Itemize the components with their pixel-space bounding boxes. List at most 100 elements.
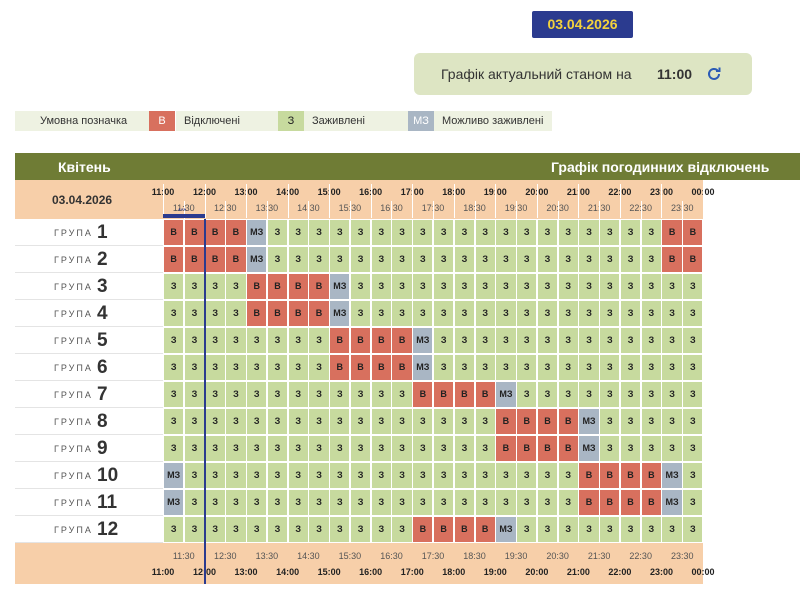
schedule-cell: З: [682, 516, 704, 543]
schedule-cell: В: [433, 381, 455, 408]
schedule-cell: З: [349, 381, 372, 408]
schedule-cell: З: [682, 327, 704, 354]
schedule-cell: З: [391, 462, 413, 489]
hour-label: 11:00: [151, 567, 175, 577]
schedule-cell: В: [619, 489, 642, 516]
schedule-cell: В: [578, 462, 600, 489]
legend-code: З: [278, 111, 304, 131]
schedule-cell: З: [183, 273, 206, 300]
schedule-cell: З: [287, 489, 309, 516]
refresh-icon[interactable]: [706, 66, 722, 82]
schedule-cell: З: [266, 246, 289, 273]
schedule-cell: З: [308, 246, 330, 273]
half-hour-label: 13:30: [255, 551, 279, 561]
schedule-cell: З: [453, 300, 476, 327]
schedule-cell: З: [495, 219, 517, 246]
schedule-cell: З: [474, 219, 496, 246]
schedule-cell: З: [453, 327, 476, 354]
schedule-cell: З: [557, 489, 579, 516]
schedule-cell: З: [453, 435, 476, 462]
header-divider: [287, 184, 289, 218]
schedule-cell: З: [183, 408, 206, 435]
time-header: [15, 180, 703, 219]
schedule-cell: З: [370, 408, 392, 435]
schedule-cell: З: [225, 327, 247, 354]
schedule-cell: З: [370, 516, 392, 543]
schedule-cell: З: [578, 273, 600, 300]
schedule-cell: З: [433, 246, 455, 273]
schedule-cell: З: [640, 273, 662, 300]
schedule-cell: З: [308, 327, 330, 354]
schedule-cell: В: [183, 219, 206, 246]
schedule-cell: З: [287, 246, 309, 273]
header-divider: [308, 201, 310, 219]
schedule-cell: З: [287, 219, 309, 246]
schedule-cell: З: [308, 516, 330, 543]
schedule-cell: З: [516, 489, 538, 516]
schedule-cell: В: [433, 516, 455, 543]
schedule-cell: З: [246, 381, 268, 408]
table-header-bar: Квітень Графік погодинних відключень: [15, 153, 800, 180]
current-time-line: [163, 214, 205, 218]
schedule-cell: З: [516, 273, 538, 300]
schedule-cell: З: [557, 462, 579, 489]
schedule-cell: З: [225, 381, 247, 408]
half-hour-label: 23:30: [670, 551, 694, 561]
half-hour-label: 16:30: [380, 551, 403, 561]
schedule-cell: З: [661, 273, 683, 300]
schedule-cell: В: [495, 408, 517, 435]
schedule-cell: В: [661, 246, 683, 273]
header-divider: [370, 184, 372, 218]
group-label: ГРУПА: [54, 417, 93, 427]
schedule-cell: З: [183, 381, 206, 408]
schedule-cell: МЗ: [163, 489, 185, 516]
hour-label: 21:00: [566, 567, 590, 577]
schedule-cell: З: [640, 435, 662, 462]
schedule-cell: З: [557, 381, 579, 408]
schedule-cell: З: [640, 300, 662, 327]
schedule-cell: З: [412, 462, 434, 489]
group-label: ГРУПА: [54, 228, 93, 238]
legend-label: Можливо заживлені: [434, 111, 552, 131]
schedule-cell: МЗ: [246, 246, 268, 273]
schedule-cell: З: [557, 300, 579, 327]
schedule-cell: З: [370, 219, 392, 246]
schedule-cell: З: [287, 408, 309, 435]
schedule-cell: З: [287, 327, 309, 354]
schedule-cell: В: [163, 246, 185, 273]
schedule-cell: З: [557, 219, 579, 246]
schedule-cell: З: [287, 381, 309, 408]
schedule-cell: В: [578, 489, 600, 516]
row-label-cell: [15, 300, 163, 327]
schedule-cell: З: [516, 381, 538, 408]
half-hour-label: 11:30: [172, 551, 195, 561]
row-label-cell: [15, 327, 163, 354]
schedule-cell: З: [474, 408, 496, 435]
schedule-cell: З: [536, 327, 559, 354]
schedule-cell: З: [619, 435, 642, 462]
schedule-cell: З: [391, 435, 413, 462]
schedule-cell: З: [287, 435, 309, 462]
header-divider: [557, 201, 559, 219]
schedule-cell: З: [204, 327, 226, 354]
row-label-cell: [15, 489, 163, 516]
schedule-cell: МЗ: [661, 489, 683, 516]
schedule-cell: З: [163, 273, 185, 300]
group-number: 10: [97, 465, 119, 486]
schedule-cell: МЗ: [578, 408, 600, 435]
group-number: 2: [97, 249, 108, 270]
hour-label: 13:00: [234, 567, 258, 577]
group-label: ГРУПА: [54, 336, 93, 346]
schedule-cell: З: [578, 381, 600, 408]
hour-label: 17:00: [400, 567, 424, 577]
schedule-cell: В: [391, 354, 413, 381]
schedule-cell: З: [266, 516, 289, 543]
header-divider: [474, 201, 476, 219]
schedule-cell: В: [308, 273, 330, 300]
schedule-cell: З: [557, 246, 579, 273]
schedule-cell: З: [516, 219, 538, 246]
schedule-cell: З: [266, 354, 289, 381]
schedule-cell: З: [682, 462, 704, 489]
status-button[interactable]: Графік актуальний станом на 11:00: [414, 53, 752, 95]
schedule-cell: З: [246, 327, 268, 354]
